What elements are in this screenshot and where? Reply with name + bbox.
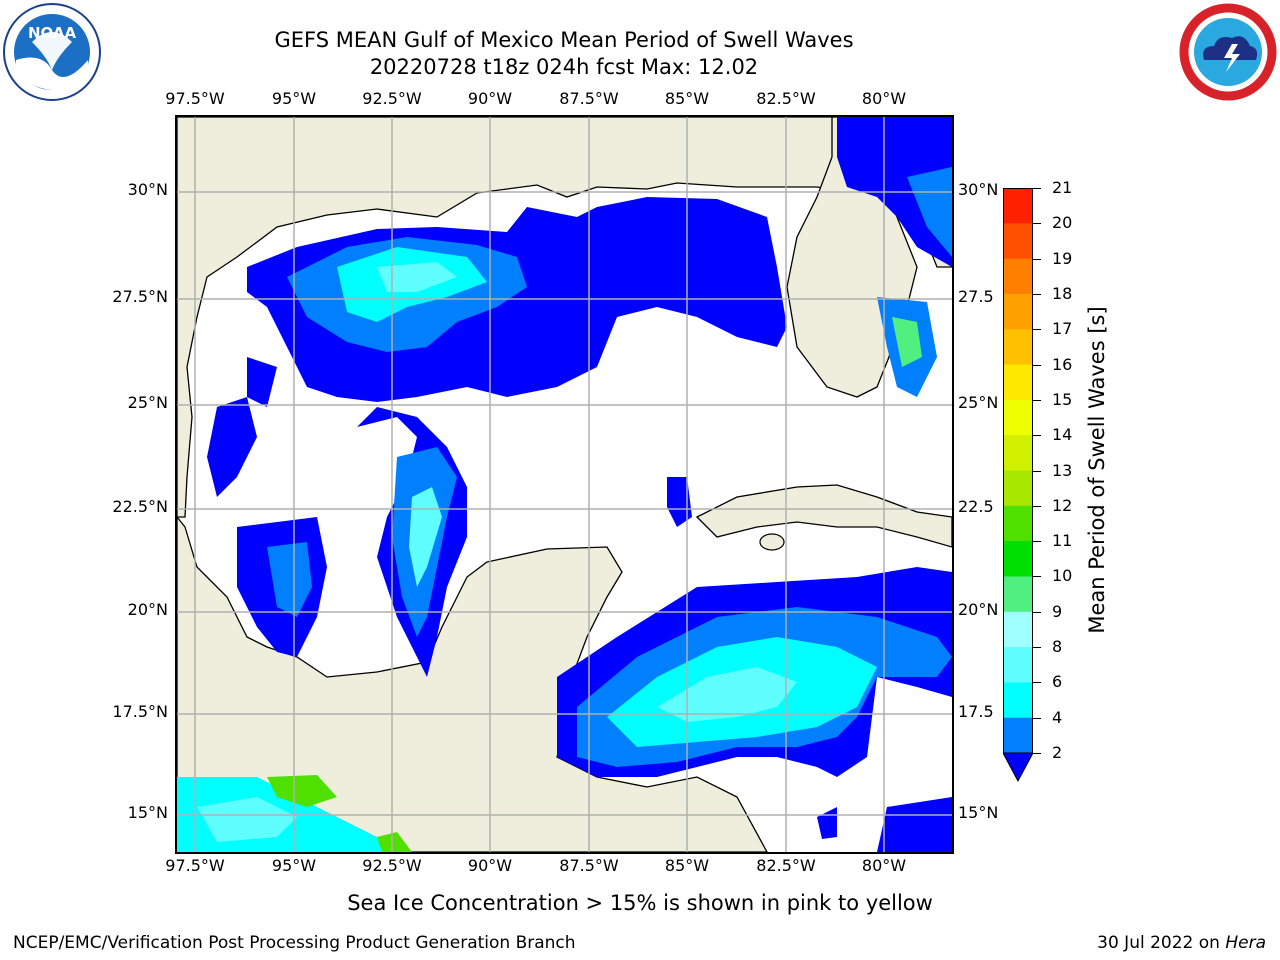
colorbar-band bbox=[1003, 399, 1033, 436]
colorbar-tick bbox=[1033, 576, 1041, 578]
colorbar-band bbox=[1003, 505, 1033, 542]
colorbar-tick-label: 18 bbox=[1052, 283, 1073, 303]
lon-label-top: 90°W bbox=[467, 89, 513, 108]
colorbar-band bbox=[1003, 223, 1033, 260]
lat-label-right: 22.5 bbox=[958, 497, 994, 516]
lat-label-left: 22.5°N bbox=[112, 497, 168, 516]
colorbar-tick bbox=[1033, 505, 1041, 507]
colorbar-band bbox=[1003, 611, 1033, 648]
lat-label-right: 15°N bbox=[958, 803, 999, 822]
colorbar-band bbox=[1003, 717, 1033, 754]
sea-ice-note: Sea Ice Concentration > 15% is shown in … bbox=[347, 891, 933, 915]
lat-label-left: 17.5°N bbox=[112, 702, 168, 721]
colorbar-band bbox=[1003, 329, 1033, 366]
colorbar-tick bbox=[1033, 223, 1041, 225]
colorbar-tick-label: 14 bbox=[1052, 425, 1073, 445]
graticule bbox=[177, 117, 952, 852]
lon-label-top: 87.5°W bbox=[559, 89, 619, 108]
colorbar-band bbox=[1003, 470, 1033, 507]
colorbar-title: Mean Period of Swell Waves [s] bbox=[1085, 306, 1109, 634]
colorbar-tick bbox=[1033, 541, 1041, 543]
lat-label-left: 30°N bbox=[127, 180, 168, 199]
colorbar-band bbox=[1003, 647, 1033, 683]
colorbar-tick-label: 16 bbox=[1052, 354, 1073, 374]
colorbar-tick bbox=[1033, 329, 1041, 331]
colorbar-tick bbox=[1033, 435, 1041, 437]
colorbar-band bbox=[1003, 541, 1033, 577]
colorbar-tick bbox=[1033, 470, 1041, 472]
lat-label-left: 15°N bbox=[127, 803, 168, 822]
footer-date: 30 Jul 2022 on Hera bbox=[1097, 933, 1266, 953]
colorbar-tick bbox=[1033, 682, 1041, 684]
chart-subtitle: 20220728 t18z 024h fcst Max: 12.02 bbox=[369, 55, 759, 79]
cuba-land bbox=[695, 484, 952, 548]
lat-label-right: 27.5 bbox=[958, 287, 994, 306]
colorbar-tick-label: 15 bbox=[1052, 389, 1073, 409]
colorbar-tick-label: 12 bbox=[1052, 495, 1073, 515]
colorbar-tick-label: 4 bbox=[1052, 707, 1063, 727]
lon-label-bottom: 92.5°W bbox=[362, 856, 422, 875]
colorbar-tick bbox=[1033, 399, 1041, 401]
colorbar-tick bbox=[1033, 364, 1041, 366]
lon-label-bottom: 90°W bbox=[467, 856, 513, 875]
lon-label-bottom: 82.5°W bbox=[756, 856, 816, 875]
colorbar-band bbox=[1003, 258, 1033, 295]
footer-host: Hera bbox=[1225, 933, 1266, 953]
colorbar-tick-label: 8 bbox=[1052, 637, 1063, 657]
svg-text:NOAA: NOAA bbox=[28, 24, 77, 42]
colorbar-tick-label: 21 bbox=[1052, 178, 1073, 197]
colorbar-tick bbox=[1033, 753, 1041, 754]
lon-label-bottom: 85°W bbox=[664, 856, 710, 875]
colorbar-band bbox=[1003, 364, 1033, 401]
footer-credit: NCEP/EMC/Verification Post Processing Pr… bbox=[13, 933, 576, 953]
map-svg bbox=[177, 117, 952, 852]
colorbar-tick bbox=[1033, 717, 1041, 719]
lon-label-bottom: 80°W bbox=[861, 856, 907, 875]
footer-date-text: 30 Jul 2022 on bbox=[1097, 933, 1226, 953]
colorbar-outline bbox=[1003, 188, 1033, 754]
colorbar-band bbox=[1003, 293, 1033, 330]
lat-label-right: 20°N bbox=[958, 600, 999, 619]
colorbar-band bbox=[1003, 435, 1033, 471]
colorbar-tick-label: 2 bbox=[1052, 743, 1063, 762]
lat-label-right: 17.5 bbox=[958, 702, 994, 721]
lon-label-top: 92.5°W bbox=[362, 89, 422, 108]
colorbar-tick bbox=[1033, 293, 1041, 295]
lon-label-top: 80°W bbox=[861, 89, 907, 108]
colorbar bbox=[1003, 188, 1033, 783]
colorbar-tick bbox=[1033, 647, 1041, 649]
lat-label-left: 25°N bbox=[127, 393, 168, 412]
lat-label-right: 30°N bbox=[958, 180, 999, 199]
colorbar-tick-label: 17 bbox=[1052, 319, 1073, 339]
colorbar-tick-label: 19 bbox=[1052, 248, 1073, 268]
colorbar-tick-label: 20 bbox=[1052, 213, 1073, 233]
colorbar-tick bbox=[1033, 611, 1041, 613]
colorbar-tick-label: 11 bbox=[1052, 531, 1073, 551]
lon-label-bottom: 87.5°W bbox=[559, 856, 619, 875]
lon-label-top: 95°W bbox=[271, 89, 317, 108]
lon-label-bottom: 95°W bbox=[271, 856, 317, 875]
lat-label-left: 20°N bbox=[127, 600, 168, 619]
colorbar-band bbox=[1003, 576, 1033, 613]
mexico-land bbox=[177, 515, 768, 852]
colorbar-tick-label: 13 bbox=[1052, 460, 1073, 480]
colorbar-tick-label: 10 bbox=[1052, 566, 1073, 586]
colorbar-tick-label: 6 bbox=[1052, 672, 1063, 692]
colorbar-band bbox=[1003, 188, 1033, 224]
colorbar-extend-arrow bbox=[1003, 752, 1033, 783]
lat-label-right: 25°N bbox=[958, 393, 999, 412]
noaa-logo: NOAA bbox=[2, 2, 102, 102]
colorbar-tick bbox=[1033, 258, 1041, 260]
lat-label-left: 27.5°N bbox=[112, 287, 168, 306]
lon-label-bottom: 97.5°W bbox=[165, 856, 225, 875]
lon-label-top: 82.5°W bbox=[756, 89, 816, 108]
colorbar-tick bbox=[1033, 188, 1041, 189]
lon-label-top: 97.5°W bbox=[165, 89, 225, 108]
lon-label-top: 85°W bbox=[664, 89, 710, 108]
colorbar-band bbox=[1003, 682, 1033, 719]
gulf-of-mexico-map bbox=[175, 115, 954, 854]
nws-logo bbox=[1178, 2, 1278, 102]
colorbar-tick-label: 9 bbox=[1052, 601, 1063, 621]
chart-title: GEFS MEAN Gulf of Mexico Mean Period of … bbox=[274, 28, 854, 52]
